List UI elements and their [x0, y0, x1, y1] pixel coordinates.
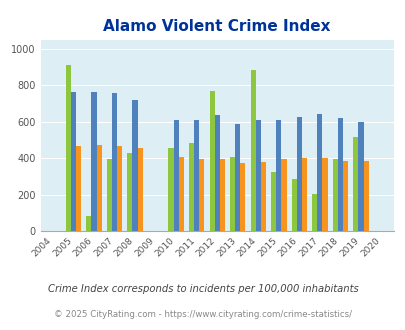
Bar: [91, 92, 96, 231]
Bar: [230, 157, 234, 231]
Bar: [96, 145, 101, 231]
Bar: [214, 115, 219, 231]
Bar: [188, 143, 194, 231]
Text: © 2025 CityRating.com - https://www.cityrating.com/crime-statistics/: © 2025 CityRating.com - https://www.city…: [54, 310, 351, 319]
Bar: [173, 120, 178, 231]
Bar: [250, 70, 255, 231]
Bar: [342, 161, 347, 231]
Bar: [275, 120, 281, 231]
Bar: [291, 179, 296, 231]
Bar: [255, 120, 260, 231]
Title: Alamo Violent Crime Index: Alamo Violent Crime Index: [103, 19, 330, 34]
Bar: [296, 116, 301, 231]
Bar: [127, 152, 132, 231]
Bar: [332, 159, 337, 231]
Bar: [209, 91, 214, 231]
Bar: [112, 93, 117, 231]
Bar: [352, 137, 358, 231]
Bar: [76, 146, 81, 231]
Bar: [132, 100, 137, 231]
Bar: [86, 215, 91, 231]
Bar: [168, 148, 173, 231]
Bar: [194, 120, 199, 231]
Bar: [322, 158, 327, 231]
Bar: [281, 159, 286, 231]
Bar: [178, 157, 183, 231]
Bar: [362, 161, 368, 231]
Bar: [301, 157, 306, 231]
Bar: [260, 162, 265, 231]
Text: Crime Index corresponds to incidents per 100,000 inhabitants: Crime Index corresponds to incidents per…: [47, 284, 358, 294]
Bar: [71, 92, 76, 231]
Bar: [117, 146, 122, 231]
Bar: [271, 172, 275, 231]
Bar: [240, 163, 245, 231]
Bar: [219, 159, 224, 231]
Bar: [107, 159, 112, 231]
Bar: [358, 122, 362, 231]
Bar: [234, 124, 240, 231]
Bar: [311, 194, 317, 231]
Bar: [337, 118, 342, 231]
Bar: [137, 148, 143, 231]
Bar: [199, 159, 204, 231]
Bar: [317, 114, 322, 231]
Bar: [66, 65, 71, 231]
